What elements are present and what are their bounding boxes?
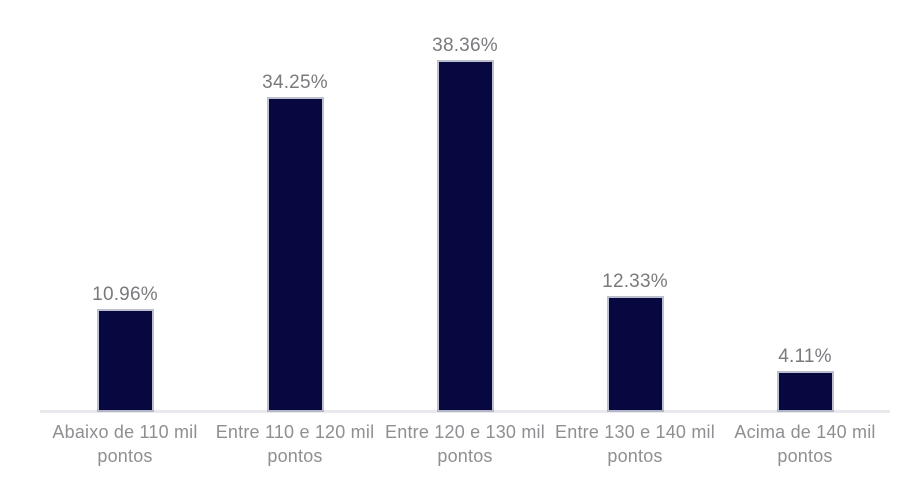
x-axis-category-line: Entre 110 e 120 mil [215, 422, 375, 442]
bar [98, 311, 152, 410]
bar-group: 34.25% [210, 0, 380, 410]
x-axis-category-line: pontos [267, 446, 323, 466]
x-axis-category-line: Acima de 140 mil [734, 422, 876, 442]
bar-value-label: 34.25% [262, 72, 328, 93]
x-axis-category-line: pontos [97, 446, 153, 466]
bar-group: 12.33% [550, 0, 720, 410]
x-axis-category-line: Abaixo de 110 mil [52, 422, 198, 442]
bar [608, 298, 662, 410]
plot-area: 10.96% 34.25% 38.36% 12.33% 4.11% [40, 0, 890, 413]
x-axis-category-label: Abaixo de 110 mil pontos [40, 420, 210, 468]
x-axis-category-line: pontos [437, 446, 493, 466]
x-axis-category-line: Entre 120 e 130 mil [385, 422, 545, 442]
x-axis-category-label: Entre 120 e 130 mil pontos [380, 420, 550, 468]
bar-value-label: 4.11% [778, 346, 832, 367]
x-axis-category-label: Acima de 140 mil pontos [720, 420, 890, 468]
bar [438, 62, 492, 410]
x-axis-labels: Abaixo de 110 mil pontos Entre 110 e 120 m… [40, 420, 890, 468]
bar-value-label: 38.36% [432, 35, 498, 56]
bar-group: 10.96% [40, 0, 210, 410]
bar-group: 38.36% [380, 0, 550, 410]
bar [778, 373, 832, 410]
bar [268, 99, 322, 410]
x-axis-category-label: Entre 110 e 120 mil pontos [210, 420, 380, 468]
bar-value-label: 12.33% [602, 271, 668, 292]
x-axis-category-line: pontos [607, 446, 663, 466]
bar-group: 4.11% [720, 0, 890, 410]
x-axis-category-label: Entre 130 e 140 mil pontos [550, 420, 720, 468]
x-axis-category-line: pontos [777, 446, 833, 466]
x-axis-category-line: Entre 130 e 140 mil [555, 422, 715, 442]
bar-value-label: 10.96% [92, 284, 158, 305]
